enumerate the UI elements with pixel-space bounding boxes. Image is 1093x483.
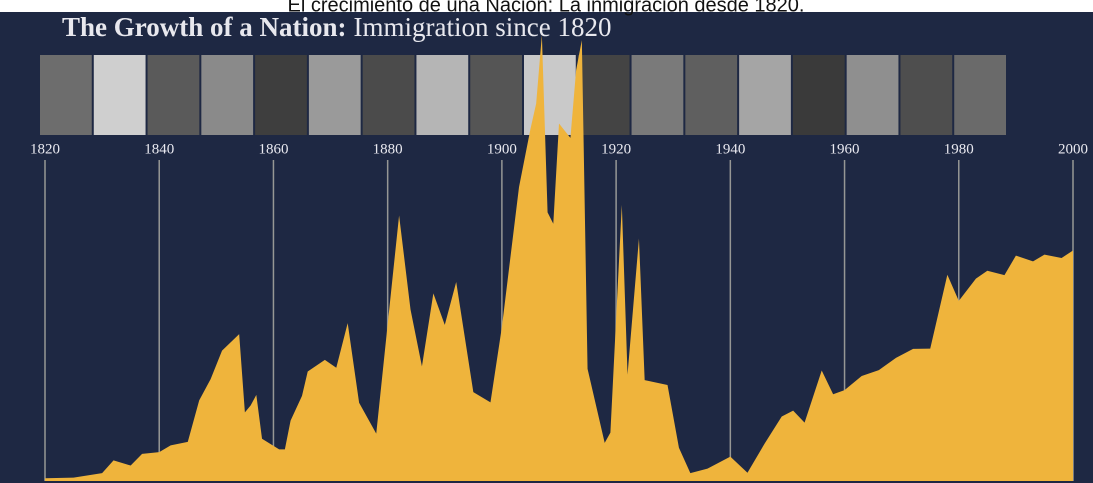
- x-tick-label: 1920: [601, 141, 631, 157]
- chart-title: The Growth of a Nation:Immigration since…: [62, 12, 611, 42]
- photo: [847, 55, 899, 135]
- x-tick-label: 1940: [715, 141, 745, 157]
- title-lead: The Growth of a Nation:: [62, 12, 347, 42]
- photo: [524, 55, 576, 135]
- photo: [416, 55, 468, 135]
- photo: [470, 55, 522, 135]
- photo: [954, 55, 1006, 135]
- photo: [685, 55, 737, 135]
- x-tick-label: 2000: [1058, 141, 1088, 157]
- title-rest: Immigration since 1820: [354, 12, 612, 42]
- photo: [739, 55, 791, 135]
- x-tick-label: 1860: [258, 141, 288, 157]
- x-tick-label: 1960: [830, 141, 860, 157]
- photo: [632, 55, 684, 135]
- x-tick-label: 1980: [944, 141, 974, 157]
- photo: [578, 55, 630, 135]
- photo: [40, 55, 92, 135]
- x-tick-label: 1880: [373, 141, 403, 157]
- photo: [309, 55, 361, 135]
- photo: [900, 55, 952, 135]
- photo: [793, 55, 845, 135]
- x-tick-label: 1840: [144, 141, 174, 157]
- x-tick-label: 1820: [30, 141, 60, 157]
- x-tick-label: 1900: [487, 141, 517, 157]
- photo: [363, 55, 415, 135]
- photo: [148, 55, 200, 135]
- photo: [255, 55, 307, 135]
- photo: [201, 55, 253, 135]
- page: El crecimiento de una Nación: La inmigra…: [0, 0, 1093, 483]
- photo: [94, 55, 146, 135]
